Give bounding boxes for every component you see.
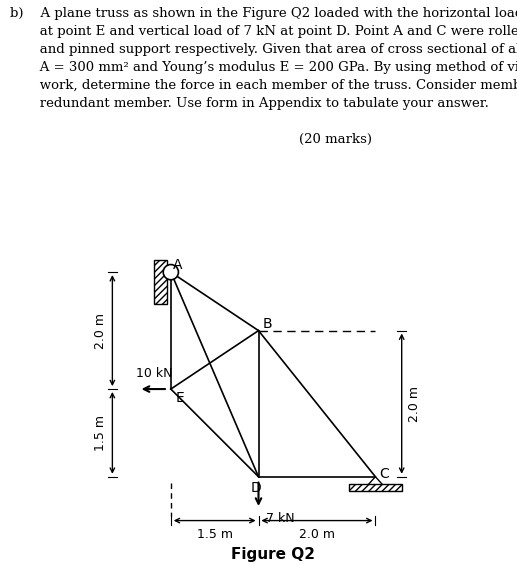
Text: b)    A plane truss as shown in the Figure Q2 loaded with the horizontal load of: b) A plane truss as shown in the Figure … [10, 7, 517, 146]
Text: 1.5 m: 1.5 m [94, 415, 107, 451]
Text: C: C [379, 467, 389, 481]
Text: 7 kN: 7 kN [266, 512, 294, 525]
Text: D: D [250, 482, 261, 495]
Text: Figure Q2: Figure Q2 [231, 547, 315, 562]
Text: 10 kN: 10 kN [136, 367, 173, 380]
Text: E: E [175, 391, 184, 405]
Bar [349, 484, 402, 491]
Text: 2.0 m: 2.0 m [299, 527, 335, 540]
Text: B: B [263, 316, 272, 331]
Text: 2.0 m: 2.0 m [94, 312, 107, 349]
Bar [155, 261, 168, 305]
Text: 2.0 m: 2.0 m [407, 386, 420, 422]
Text: 1.5 m: 1.5 m [196, 527, 233, 540]
Text: A: A [173, 258, 183, 272]
Circle shape [163, 265, 178, 280]
Polygon shape [364, 477, 387, 490]
